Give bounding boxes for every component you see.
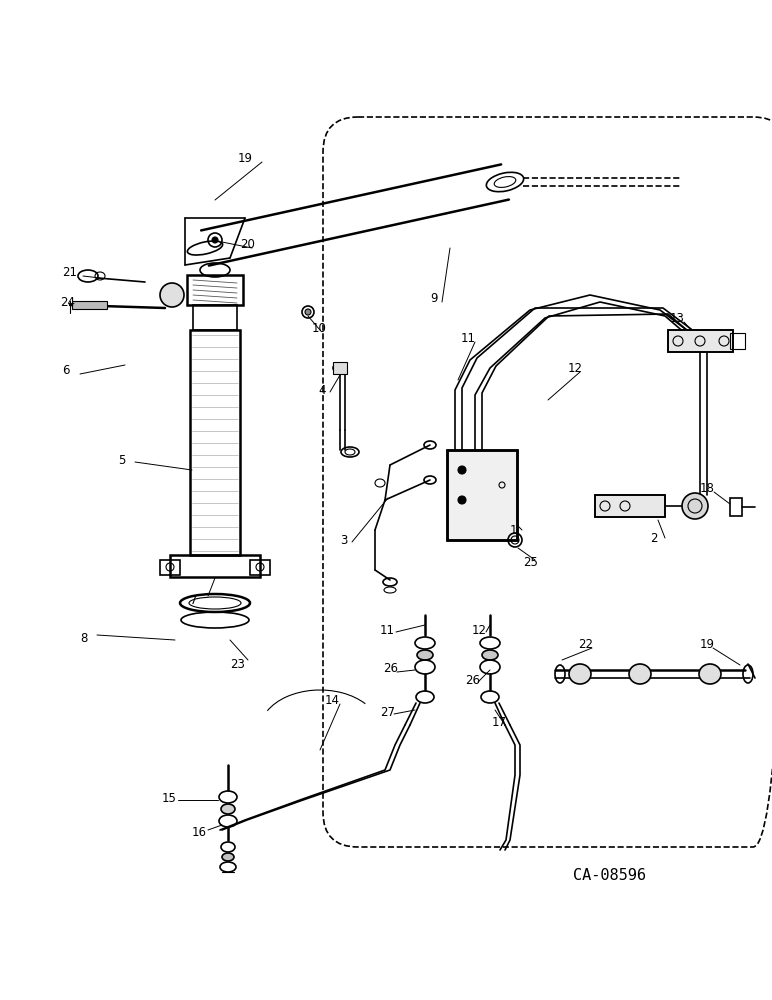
Bar [190, 330, 240, 555]
Text: 19: 19 [238, 151, 252, 164]
Ellipse shape [699, 664, 721, 684]
Bar [595, 495, 665, 517]
Text: 5: 5 [118, 454, 125, 466]
Bar [170, 555, 260, 577]
Circle shape [160, 283, 184, 307]
Text: CA-08596: CA-08596 [574, 867, 646, 882]
Circle shape [212, 237, 218, 243]
Text: 13: 13 [670, 312, 685, 324]
Text: 9: 9 [430, 292, 438, 304]
Text: 12: 12 [568, 361, 583, 374]
Text: 12: 12 [472, 624, 487, 637]
Bar [187, 275, 243, 305]
Text: 3: 3 [340, 534, 347, 546]
Text: 25: 25 [523, 556, 538, 570]
Bar [668, 330, 733, 352]
Circle shape [682, 493, 708, 519]
Text: 27: 27 [380, 706, 395, 718]
Text: 16: 16 [192, 826, 207, 838]
Ellipse shape [482, 650, 498, 660]
Text: 1: 1 [510, 524, 517, 536]
Ellipse shape [629, 664, 651, 684]
Text: 17: 17 [492, 716, 507, 730]
Bar [668, 330, 733, 352]
Ellipse shape [417, 650, 433, 660]
Bar [193, 305, 237, 330]
Text: 4: 4 [318, 383, 326, 396]
Text: 21: 21 [62, 265, 77, 278]
Circle shape [305, 309, 311, 315]
Text: 23: 23 [230, 658, 245, 672]
Bar [333, 362, 347, 374]
Bar [595, 495, 665, 517]
Bar [72, 301, 107, 309]
Bar [447, 450, 517, 540]
Text: 14: 14 [325, 694, 340, 706]
Text: 22: 22 [578, 639, 593, 652]
Text: 19: 19 [700, 639, 715, 652]
Text: 8: 8 [80, 632, 87, 645]
Bar [730, 498, 742, 516]
Bar [730, 333, 745, 349]
Text: 26: 26 [465, 674, 480, 686]
Circle shape [458, 496, 466, 504]
Text: 11: 11 [461, 332, 476, 344]
Text: 18: 18 [700, 482, 715, 494]
Bar [447, 450, 517, 540]
Text: 11: 11 [380, 624, 395, 637]
Ellipse shape [222, 853, 234, 861]
Text: 26: 26 [383, 662, 398, 674]
Text: 2: 2 [650, 532, 658, 544]
Ellipse shape [221, 804, 235, 814]
Bar [250, 560, 270, 575]
Text: 20: 20 [240, 238, 255, 251]
Bar [160, 560, 180, 575]
Text: 10: 10 [312, 322, 327, 334]
Text: 6: 6 [62, 363, 69, 376]
Text: 7: 7 [190, 593, 198, 606]
Ellipse shape [569, 664, 591, 684]
Text: 15: 15 [162, 792, 177, 804]
Circle shape [458, 466, 466, 474]
Text: 24: 24 [60, 296, 75, 308]
